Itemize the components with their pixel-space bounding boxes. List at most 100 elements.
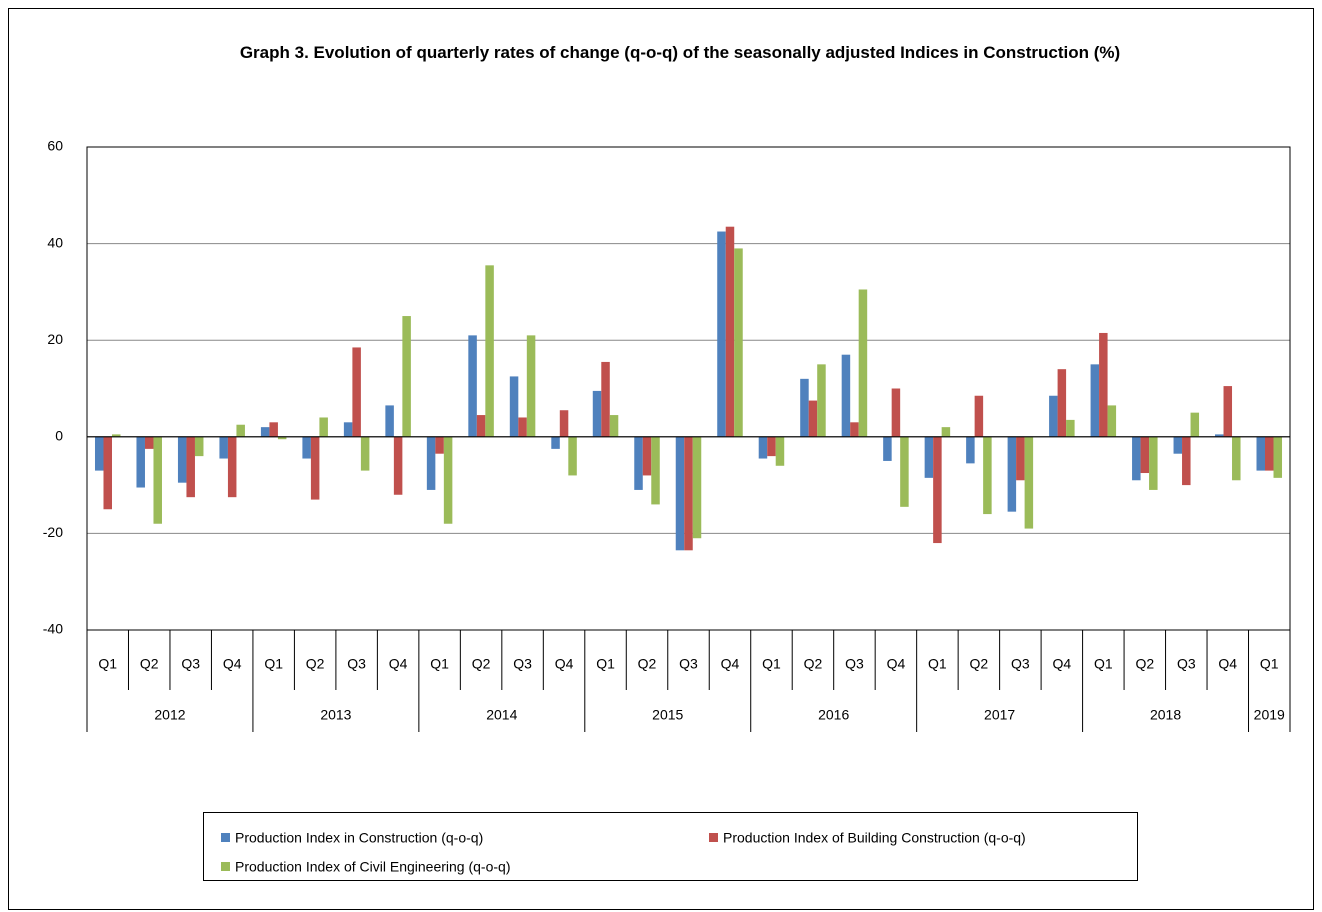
x-tick-label: Q3 bbox=[845, 656, 864, 672]
x-tick-label: Q1 bbox=[264, 656, 283, 672]
bar bbox=[227, 436, 237, 498]
bar bbox=[717, 231, 726, 437]
bar bbox=[817, 364, 826, 437]
bar bbox=[435, 436, 444, 454]
bar bbox=[800, 378, 809, 437]
bar bbox=[758, 436, 768, 459]
bar bbox=[236, 424, 245, 437]
x-group-label: 2018 bbox=[1150, 707, 1181, 723]
bar bbox=[269, 422, 278, 437]
bar bbox=[1140, 436, 1150, 474]
x-tick-label: Q4 bbox=[721, 656, 740, 672]
x-tick-label: Q3 bbox=[1177, 656, 1196, 672]
bar bbox=[526, 335, 536, 437]
bar bbox=[319, 417, 328, 437]
x-tick-label: Q2 bbox=[970, 656, 989, 672]
bar bbox=[775, 436, 785, 466]
bar bbox=[1265, 436, 1274, 471]
legend-swatch bbox=[709, 833, 718, 842]
x-tick-label: Q1 bbox=[762, 656, 781, 672]
bar bbox=[1016, 436, 1025, 481]
bar bbox=[983, 436, 992, 515]
bar bbox=[1049, 395, 1058, 437]
x-tick-label: Q1 bbox=[596, 656, 615, 672]
x-tick-label: Q3 bbox=[1011, 656, 1030, 672]
x-tick-label: Q2 bbox=[306, 656, 325, 672]
bar bbox=[841, 354, 851, 437]
bar bbox=[219, 436, 228, 459]
legend-label: Production Index in Construction (q-o-q) bbox=[235, 830, 483, 846]
x-tick-label: Q2 bbox=[638, 656, 657, 672]
bar bbox=[1232, 436, 1241, 481]
bar bbox=[402, 316, 411, 437]
bar bbox=[725, 226, 735, 437]
x-tick-label: Q2 bbox=[472, 656, 491, 672]
bar bbox=[1024, 436, 1034, 529]
bar bbox=[684, 436, 693, 551]
bar bbox=[974, 395, 984, 437]
bar bbox=[103, 436, 112, 510]
y-tick-label: 20 bbox=[47, 331, 63, 347]
bar bbox=[343, 422, 353, 437]
legend-label: Production Index of Civil Engineering (q… bbox=[235, 859, 510, 875]
x-tick-label: Q2 bbox=[804, 656, 823, 672]
bar bbox=[393, 436, 403, 495]
bar bbox=[891, 388, 901, 437]
bar bbox=[675, 436, 685, 551]
bar bbox=[302, 436, 311, 459]
y-tick-label: 0 bbox=[55, 428, 63, 444]
bar bbox=[966, 436, 975, 464]
bar bbox=[601, 361, 610, 437]
x-group-label: 2017 bbox=[984, 707, 1015, 723]
x-tick-label: Q2 bbox=[1135, 656, 1154, 672]
bar bbox=[634, 436, 643, 490]
y-tick-label: 60 bbox=[47, 138, 63, 154]
bar bbox=[94, 436, 104, 471]
bar bbox=[1215, 434, 1224, 437]
bar bbox=[609, 415, 619, 437]
x-tick-label: Q1 bbox=[1260, 656, 1279, 672]
bar bbox=[559, 410, 569, 437]
bar bbox=[360, 436, 370, 471]
bar bbox=[808, 400, 818, 437]
bar bbox=[509, 376, 519, 437]
bar bbox=[900, 436, 909, 507]
bar bbox=[177, 436, 187, 483]
bar bbox=[1273, 436, 1283, 478]
x-tick-label: Q4 bbox=[1053, 656, 1072, 672]
x-tick-label: Q1 bbox=[1094, 656, 1113, 672]
x-tick-label: Q1 bbox=[430, 656, 449, 672]
bar bbox=[476, 415, 486, 437]
bar bbox=[568, 436, 577, 476]
bar bbox=[924, 436, 934, 478]
bar bbox=[1066, 419, 1075, 437]
x-tick-label: Q1 bbox=[98, 656, 117, 672]
plot-frame bbox=[86, 146, 1291, 631]
bar bbox=[1223, 386, 1233, 437]
bar bbox=[1099, 332, 1108, 437]
bar bbox=[767, 436, 776, 457]
bar bbox=[933, 436, 942, 544]
bar bbox=[1107, 405, 1117, 437]
bar bbox=[1007, 436, 1017, 512]
x-tick-label: Q4 bbox=[223, 656, 242, 672]
x-group-label: 2012 bbox=[154, 707, 185, 723]
bar bbox=[144, 436, 154, 449]
legend-swatch bbox=[221, 862, 230, 871]
bar bbox=[186, 436, 195, 498]
bar bbox=[111, 434, 121, 437]
bar bbox=[260, 427, 270, 437]
x-group-label: 2016 bbox=[818, 707, 849, 723]
bar bbox=[1132, 436, 1141, 481]
x-tick-label: Q2 bbox=[140, 656, 159, 672]
bar bbox=[1256, 436, 1266, 471]
y-tick-label: -40 bbox=[43, 621, 63, 637]
x-tick-label: Q3 bbox=[679, 656, 698, 672]
bar bbox=[485, 265, 494, 437]
bar bbox=[734, 248, 743, 437]
bar bbox=[883, 436, 892, 461]
bar bbox=[858, 289, 868, 437]
bar bbox=[1173, 436, 1183, 454]
